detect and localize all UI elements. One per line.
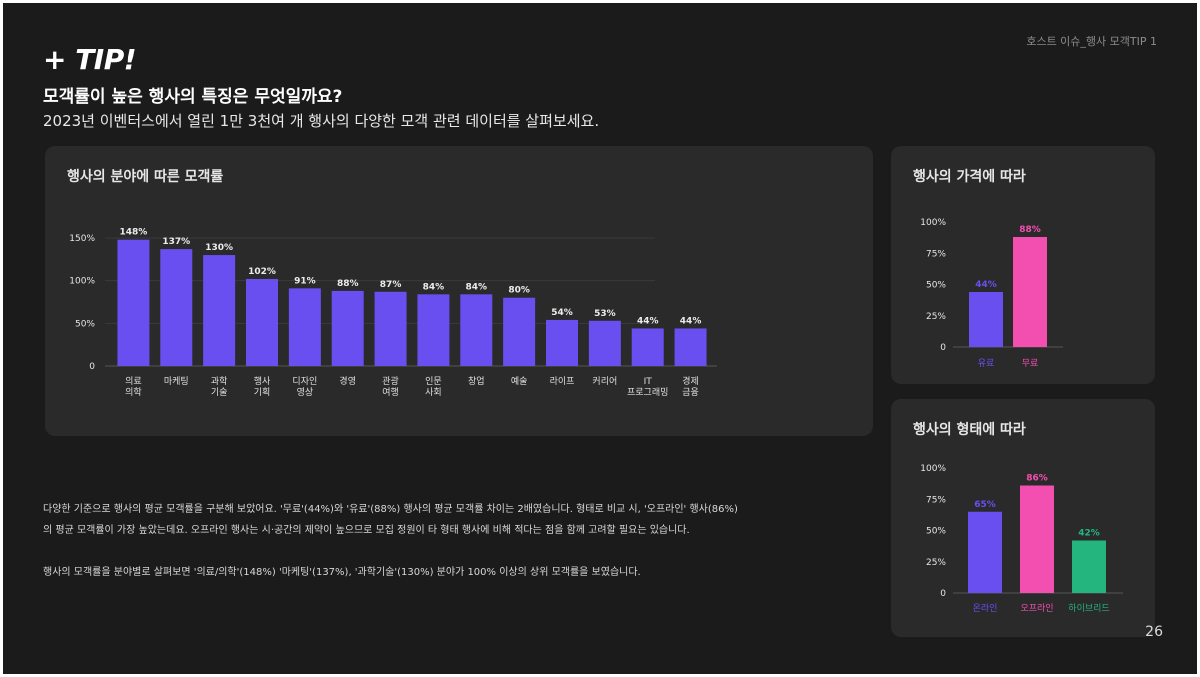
data-label: 84% — [423, 282, 445, 292]
bar — [460, 294, 493, 366]
y-tick-label: 25% — [926, 558, 946, 568]
data-label: 44% — [975, 280, 997, 290]
bar — [969, 292, 1003, 347]
category-label: 영상 — [297, 387, 314, 398]
bar — [331, 290, 364, 366]
bar — [374, 291, 407, 366]
bar — [631, 328, 664, 366]
format-chart-panel: 행사의 형태에 따라 0 25% 50% 75% 100% 65% 온라인 86% 오프라인 42… — [891, 399, 1155, 637]
format-chart: 0 25% 50% 75% 100% 65% 온라인 86% 오프라인 42% 하이브리드 — [920, 464, 1123, 614]
category-label: 유료 — [978, 358, 995, 369]
data-label: 102% — [248, 267, 276, 277]
format-chart-title: 행사의 형태에 따라 — [913, 422, 1026, 438]
data-label: 91% — [294, 276, 316, 286]
y-tick-label: 25% — [926, 312, 946, 322]
category-label: 프로그래밍 — [627, 387, 668, 398]
category-label: 과학 — [211, 376, 228, 387]
breadcrumb: 호스트 이슈_행사 모객TIP 1 — [1026, 35, 1157, 48]
bar — [288, 288, 321, 366]
category-label: 오프라인 — [1020, 603, 1053, 614]
y-tick-label: 50% — [926, 281, 946, 291]
description-paragraph-1: 다양한 기준으로 행사의 평균 모객률을 구분해 보았어요. '무료'(44%)… — [43, 504, 738, 536]
category-label: 기술 — [211, 387, 228, 398]
bar — [588, 320, 621, 366]
category-label: 인문 — [425, 376, 442, 387]
price-chart-panel: 행사의 가격에 따라 0 25% 50% 75% 100% 44% 유료 88% 무료 — [891, 146, 1155, 384]
category-label: 관광 — [382, 375, 399, 387]
y-tick-label: 150% — [69, 234, 95, 244]
data-label: 54% — [551, 308, 573, 318]
data-label: 130% — [205, 243, 233, 253]
category-label: 의학 — [125, 387, 142, 398]
bar — [674, 328, 707, 366]
category-label: 행사 — [254, 375, 271, 387]
data-label: 137% — [162, 237, 190, 247]
bar — [1013, 237, 1047, 347]
y-tick-label: 100% — [69, 277, 95, 287]
bar — [503, 297, 536, 366]
bar — [546, 319, 578, 366]
category-label: 디자인 — [292, 376, 317, 387]
y-tick-label: 0 — [940, 589, 946, 599]
y-tick-label: 50% — [926, 527, 946, 537]
category-label: 커리어 — [592, 376, 617, 387]
y-tick-label: 100% — [920, 218, 946, 228]
y-tick-label: 50% — [75, 319, 95, 329]
bar — [1072, 540, 1106, 593]
category-label: 경영 — [339, 375, 356, 387]
data-label: 44% — [680, 316, 702, 326]
data-label: 87% — [380, 280, 402, 290]
data-label: 148% — [120, 228, 148, 238]
page-question: 모객률이 높은 행사의 특징은 무엇일까요? — [43, 87, 343, 107]
category-label: 하이브리드 — [1068, 603, 1109, 614]
data-label: 88% — [337, 279, 359, 289]
category-label: 여행 — [382, 386, 399, 398]
bar — [417, 294, 450, 366]
category-label: 무료 — [1022, 358, 1039, 369]
y-tick-label: 0 — [940, 343, 946, 353]
y-tick-label: 75% — [926, 495, 946, 505]
data-label: 80% — [508, 286, 530, 296]
data-label: 42% — [1078, 529, 1100, 539]
data-label: 86% — [1026, 474, 1048, 484]
bar — [968, 511, 1002, 593]
y-tick-label: 0 — [89, 362, 95, 372]
bar — [1020, 485, 1054, 593]
category-label: 예술 — [511, 376, 528, 387]
category-label: 경제 — [682, 375, 699, 387]
page-number: 26 — [1145, 624, 1163, 640]
data-label: 53% — [594, 309, 616, 319]
data-label: 65% — [974, 500, 996, 510]
data-label: 44% — [637, 316, 659, 326]
category-label: 사회 — [425, 387, 442, 398]
category-label: 온라인 — [973, 603, 998, 614]
category-label: 기획 — [254, 386, 271, 398]
data-label: 88% — [1019, 225, 1041, 235]
category-label: 마케팅 — [164, 376, 189, 387]
field-chart-panel: 행사의 분야에 따른 모객률 0 50% 100% 150% 148% 의료 의학 137% 마… — [45, 146, 873, 436]
bar — [246, 278, 278, 366]
description: 다양한 기준으로 행사의 평균 모객률을 구분해 보았어요. '무료'(44%)… — [43, 499, 743, 583]
category-label: 라이프 — [550, 376, 575, 387]
tip-heading: + TIP! — [43, 43, 137, 76]
category-label: 금융 — [682, 387, 699, 398]
price-chart: 0 25% 50% 75% 100% 44% 유료 88% 무료 — [920, 218, 1063, 369]
category-label: 창업 — [468, 376, 485, 387]
price-chart-title: 행사의 가격에 따라 — [913, 169, 1026, 185]
field-chart-title: 행사의 분야에 따른 모객률 — [67, 169, 224, 185]
category-label: 의료 — [125, 376, 142, 387]
data-label: 84% — [466, 282, 488, 292]
slide: + TIP! 모객률이 높은 행사의 특징은 무엇일까요? 2023년 이벤터스… — [3, 3, 1197, 674]
category-label: IT — [644, 377, 653, 387]
y-tick-label: 75% — [926, 249, 946, 259]
bar — [117, 239, 150, 366]
bar — [160, 249, 193, 366]
y-tick-label: 100% — [920, 464, 946, 474]
bar — [203, 255, 236, 366]
page-subtitle: 2023년 이벤터스에서 열린 1만 3천여 개 행사의 다양한 모객 관련 데… — [43, 112, 600, 130]
description-paragraph-2: 행사의 모객률을 분야별로 살펴보면 '의료/의학'(148%) '마케팅'(1… — [43, 567, 641, 578]
